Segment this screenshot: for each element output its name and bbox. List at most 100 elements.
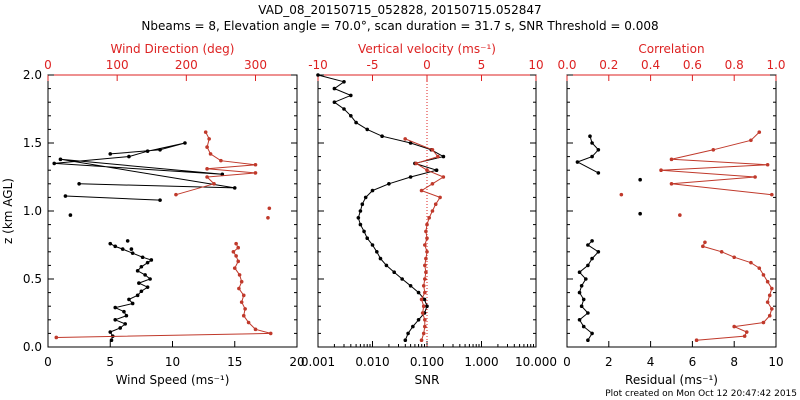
top-tick-label: 300 [244, 58, 267, 72]
series-line [576, 136, 600, 174]
top-axis-label: Wind Direction (deg) [111, 42, 235, 56]
data-point [205, 145, 209, 149]
bottom-axis-label: Wind Speed (ms⁻¹) [116, 373, 230, 387]
title-line-1: VAD_08_20150715_052828, 20150715.052847 [258, 3, 541, 17]
data-point [669, 157, 674, 162]
data-point [253, 171, 258, 175]
data-point [765, 162, 770, 167]
data-point [231, 250, 236, 254]
data-point [590, 239, 594, 243]
data-point [219, 158, 223, 163]
data-point [108, 152, 113, 156]
top-tick-label: 0.0 [557, 58, 576, 72]
series-line [696, 242, 773, 341]
data-point [174, 192, 178, 197]
data-point [619, 192, 624, 197]
data-point [419, 338, 424, 343]
data-point [158, 198, 162, 202]
data-point [237, 273, 242, 277]
data-point [130, 301, 135, 306]
data-point [77, 182, 81, 186]
data-point [365, 236, 370, 240]
bottom-tick-label: 0.100 [410, 355, 444, 369]
data-point [392, 270, 396, 275]
data-point [596, 250, 601, 254]
bottom-tick-label: 10.000 [515, 355, 557, 369]
data-point [421, 284, 426, 288]
data-point [113, 244, 118, 249]
data-point [120, 247, 125, 251]
series-line [175, 131, 256, 196]
data-point [419, 188, 424, 193]
data-point [140, 255, 145, 260]
data-point [694, 338, 699, 343]
bottom-tick-label: 6 [689, 355, 697, 369]
bottom-axis-label: SNR [415, 373, 440, 387]
data-point [590, 256, 594, 261]
data-point [52, 161, 57, 166]
series-line [660, 131, 772, 196]
y-tick-label: 0.0 [23, 340, 42, 354]
data-point [765, 300, 770, 304]
series-line [578, 240, 600, 341]
data-point [266, 216, 270, 220]
data-point [129, 247, 134, 251]
data-point [241, 313, 246, 318]
top-tick-label: -10 [308, 58, 328, 72]
data-point [203, 130, 208, 134]
data-point [135, 293, 140, 298]
data-point [408, 175, 413, 179]
bottom-tick-label: 2 [605, 355, 613, 369]
data-point [420, 311, 425, 315]
data-point [387, 182, 391, 186]
data-point [360, 202, 365, 206]
data-point [370, 243, 375, 247]
data-point [586, 338, 590, 343]
data-point [749, 138, 753, 143]
data-point [158, 148, 162, 152]
top-tick-label: 0.2 [599, 58, 618, 72]
data-point [581, 324, 586, 329]
data-point [145, 149, 150, 153]
data-point [122, 309, 126, 314]
series-line [56, 243, 271, 338]
data-point [659, 168, 663, 172]
data-point [744, 330, 749, 334]
data-point [438, 195, 442, 200]
data-point [358, 209, 363, 213]
data-point [767, 313, 772, 318]
data-point [425, 304, 429, 309]
bottom-tick-label: 0.001 [301, 355, 335, 369]
data-point [356, 216, 361, 220]
data-point [434, 168, 439, 172]
data-point [109, 338, 114, 343]
data-point [421, 304, 426, 309]
data-point [424, 256, 428, 261]
data-point [349, 114, 353, 118]
data-point [441, 175, 446, 179]
data-point [63, 194, 68, 198]
bottom-axis-label: Residual (ms⁻¹) [625, 373, 718, 387]
data-point [638, 177, 642, 182]
data-point [58, 157, 63, 162]
y-axis-label: z (km AGL) [1, 178, 15, 244]
data-point [239, 300, 244, 304]
data-point [577, 270, 582, 275]
data-point [354, 120, 358, 125]
top-axis-label: Correlation [638, 42, 704, 56]
bottom-tick-label: 0 [44, 355, 52, 369]
data-point [425, 236, 429, 240]
data-point [124, 313, 129, 318]
data-point [757, 130, 762, 134]
footer: Plot created on Mon Oct 12 20:47:42 2015 [605, 389, 797, 399]
data-point [638, 211, 642, 216]
top-axis-label: Vertical velocity (ms⁻¹) [358, 42, 496, 56]
data-point [400, 277, 404, 281]
data-point [586, 243, 590, 247]
data-point [384, 263, 389, 268]
data-point [423, 324, 427, 329]
data-point [586, 263, 590, 268]
data-point [316, 73, 320, 77]
data-point [577, 318, 582, 322]
